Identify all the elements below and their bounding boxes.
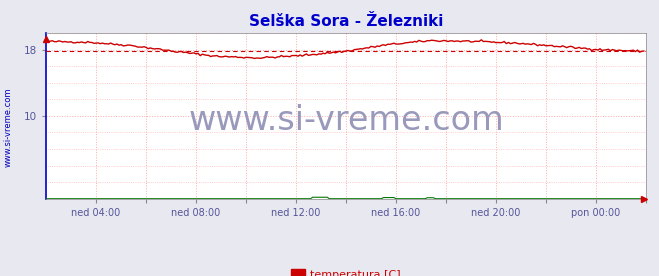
Text: www.si-vreme.com: www.si-vreme.com <box>188 104 504 137</box>
Text: www.si-vreme.com: www.si-vreme.com <box>3 87 13 167</box>
Title: Selška Sora - Železniki: Selška Sora - Železniki <box>249 14 443 29</box>
Legend: temperatura [C], pretok [m3/s]: temperatura [C], pretok [m3/s] <box>291 269 401 276</box>
